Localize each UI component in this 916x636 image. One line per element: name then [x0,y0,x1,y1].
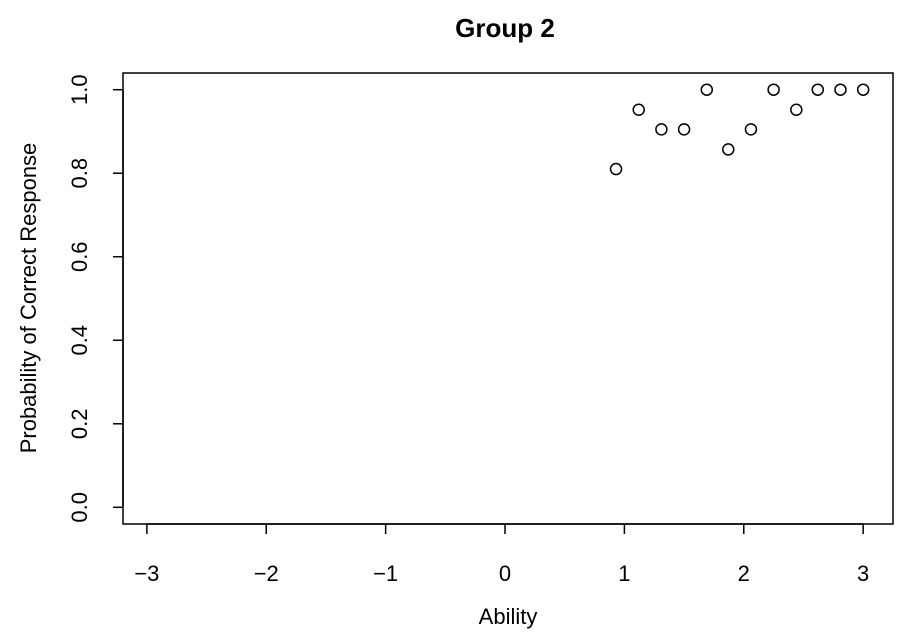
data-point [609,162,623,176]
data-point [856,83,870,96]
x-tick-label: 0 [499,561,511,586]
y-axis-label: Probability of Correct Response [16,143,41,454]
y-tick-label: 1.0 [67,74,92,105]
y-tick-label: 0.0 [67,492,92,523]
data-point [834,83,847,96]
x-axis-label: Ability [479,604,538,629]
data-point [811,83,825,96]
data-points [609,83,870,176]
x-tick-label: 2 [738,561,750,586]
data-point [632,103,645,116]
y-tick-label: 0.2 [67,408,92,439]
data-point [722,143,735,156]
data-point [744,123,758,136]
plot-frame [122,72,894,525]
x-tick-label: −3 [134,561,159,586]
y-tick-label: 0.8 [67,158,92,189]
data-point [790,103,803,116]
data-point [677,123,691,136]
x-tick-label: −2 [254,561,279,586]
y-axis: 0.0 0.2 0.4 0.6 0.8 1.0 [67,74,124,523]
data-point [767,83,780,96]
y-tick-label: 0.6 [67,241,92,272]
x-axis: −3 −2 −1 0 1 2 3 [134,523,869,586]
y-tick-label: 0.4 [67,325,92,356]
chart-title: Group 2 [455,13,555,43]
data-point [700,83,714,96]
x-tick-label: −1 [373,561,398,586]
data-point [655,123,668,136]
x-tick-label: 3 [857,561,869,586]
x-tick-label: 1 [618,561,630,586]
